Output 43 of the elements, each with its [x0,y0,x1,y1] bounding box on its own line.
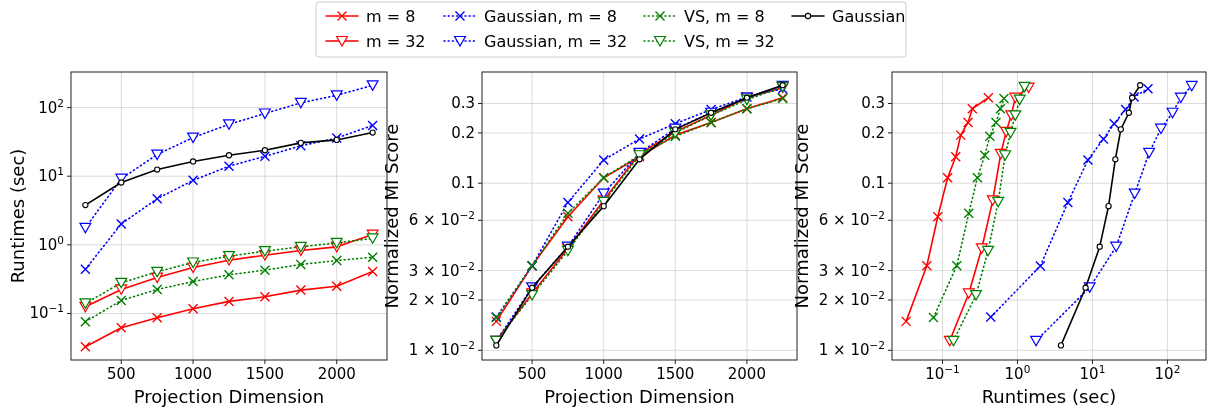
x-tick-label: 500 [106,365,136,383]
y-tick-label: 10$^{1}$ [38,165,64,186]
legend-label: Gaussian, m = 32 [484,32,628,51]
legend-label: VS, m = 8 [684,7,765,26]
y-tick-label: 10$^{−1}$ [29,302,64,323]
y-tick-label: 2 × 10$^{−2}$ [818,289,885,310]
x-tick-label: 1000 [584,365,623,383]
legend-label: m = 8 [366,7,416,26]
y-tick-label: 0.3 [861,94,885,113]
y-tick-label: 0.1 [451,174,475,193]
x-tick-label: 500 [517,365,547,383]
y-tick-label: 0.1 [861,174,885,193]
y-tick-label: 10$^{0}$ [38,233,64,254]
y-axis-title: Runtimes (sec) [7,148,28,284]
x-tick-label: 10$^{0}$ [1004,363,1031,383]
x-axis-title: Runtimes (sec) [981,386,1117,407]
x-axis-title: Projection Dimension [544,386,735,407]
x-tick-label: 1500 [245,365,284,383]
y-axis-title: Normalized MI Score [381,123,402,309]
y-tick-label: 10$^{2}$ [38,96,64,117]
y-tick-label: 3 × 10$^{−2}$ [408,259,475,280]
y-tick-label: 1 × 10$^{−2}$ [818,339,885,360]
x-tick-label: 1500 [656,365,695,383]
y-axis-title: Normalized MI Score [791,123,812,309]
legend-label: m = 32 [366,32,426,51]
y-tick-label: 0.2 [451,123,475,142]
y-tick-label: 6 × 10$^{−2}$ [818,209,885,230]
x-tick-label: 10$^{1}$ [1079,363,1106,383]
x-tick-label: 2000 [317,365,356,383]
y-tick-label: 2 × 10$^{−2}$ [408,289,475,310]
y-tick-label: 1 × 10$^{−2}$ [408,339,475,360]
y-tick-label: 6 × 10$^{−2}$ [408,209,475,230]
y-tick-label: 0.2 [861,123,885,142]
x-axis-title: Projection Dimension [133,386,325,407]
legend-label: Gaussian, m = 8 [484,7,617,26]
x-tick-label: 10$^{−1}$ [925,363,960,383]
x-tick-label: 2000 [727,365,766,383]
y-tick-label: 3 × 10$^{−2}$ [818,259,885,280]
legend-label: VS, m = 32 [684,32,775,51]
x-tick-label: 10$^{2}$ [1154,363,1181,383]
y-tick-label: 0.3 [451,94,475,113]
x-tick-label: 1000 [174,365,213,383]
legend-label: Gaussian [832,7,906,26]
